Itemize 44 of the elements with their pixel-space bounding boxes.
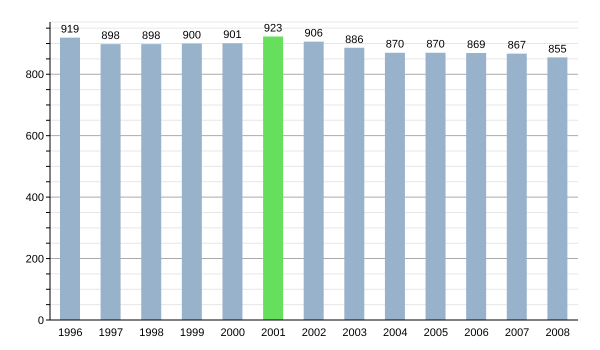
bar <box>100 44 121 320</box>
bar <box>344 48 364 320</box>
x-tick-label: 2007 <box>504 326 530 339</box>
x-tick-label: 2000 <box>220 326 246 339</box>
data-label: 870 <box>426 38 445 51</box>
bar <box>60 38 80 320</box>
data-label: 901 <box>223 29 242 42</box>
bar <box>182 44 202 320</box>
data-label: 886 <box>345 34 364 46</box>
data-label: 900 <box>182 30 202 42</box>
bar <box>222 43 242 320</box>
data-label: 870 <box>386 38 404 51</box>
bar <box>506 54 527 320</box>
data-label: 855 <box>548 43 567 56</box>
y-tick-label: 200 <box>26 253 44 266</box>
bar <box>141 44 162 320</box>
data-label: 898 <box>142 30 160 42</box>
x-tick-label: 1997 <box>98 326 124 339</box>
x-tick-label: 2004 <box>382 326 408 339</box>
data-label: 923 <box>264 22 282 34</box>
x-tick-label: 2001 <box>261 326 286 339</box>
x-tick-label: 2008 <box>545 326 570 339</box>
y-tick-label: 400 <box>26 192 44 204</box>
bar <box>547 57 568 320</box>
x-tick-label: 2003 <box>342 326 367 339</box>
data-label: 867 <box>508 40 526 52</box>
x-tick-label: 2006 <box>464 326 489 339</box>
bar <box>263 36 284 320</box>
x-tick-label: 2002 <box>302 326 326 339</box>
bar <box>466 53 486 320</box>
data-label: 869 <box>466 39 486 52</box>
data-label: 919 <box>60 24 80 36</box>
bar <box>304 42 324 320</box>
data-label: 906 <box>304 28 323 40</box>
bar <box>384 52 405 320</box>
x-tick-label: 1996 <box>58 326 83 339</box>
y-tick-label: 600 <box>26 130 44 143</box>
x-tick-label: 1999 <box>180 326 204 339</box>
data-label: 898 <box>101 30 120 42</box>
y-tick-label: 800 <box>26 69 44 82</box>
x-tick-label: 2005 <box>424 326 448 339</box>
y-tick-label: 0 <box>38 314 44 327</box>
bar <box>426 52 446 320</box>
x-tick-label: 1998 <box>139 326 164 339</box>
